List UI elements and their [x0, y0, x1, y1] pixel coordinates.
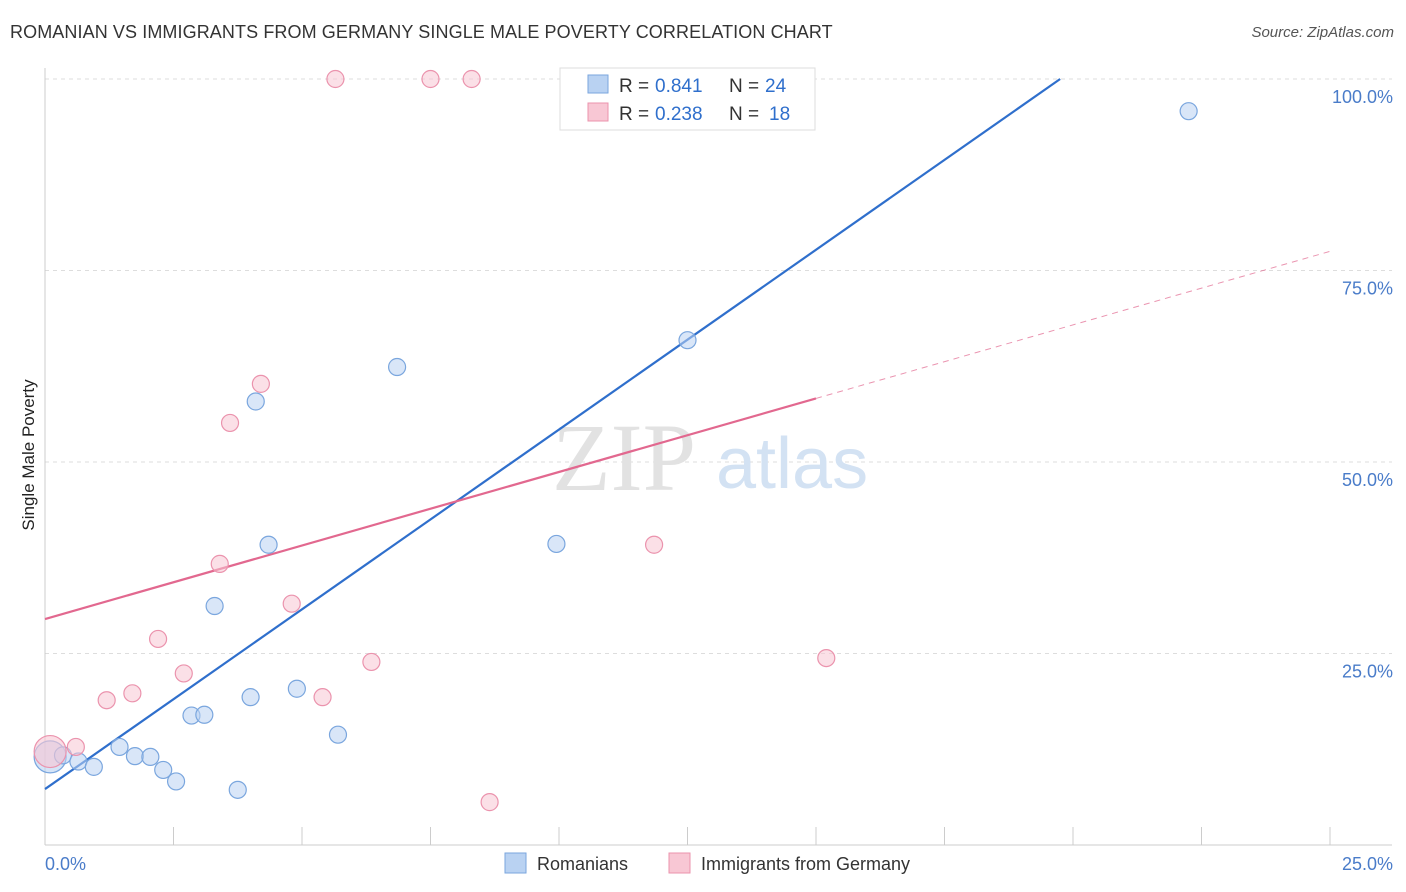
immigrants-point [326, 69, 345, 89]
immigrants-point [644, 535, 664, 554]
immigrants-point [174, 664, 193, 683]
immigrants-point [251, 374, 270, 393]
trendline-immigrants-extension [815, 250, 1331, 399]
y-tick-label: 25.0% [1342, 662, 1393, 682]
immigrants-point [210, 554, 229, 573]
legend-n-value-2: 18 [769, 104, 790, 125]
immigrants-point [480, 793, 499, 812]
immigrants-point [33, 734, 67, 769]
romanians-point [228, 780, 247, 799]
watermark: ZIP atlas [552, 404, 868, 511]
romanians-point [1179, 102, 1198, 121]
points-layer [33, 69, 1198, 812]
legend-r-label-2: R = [619, 104, 649, 125]
immigrants-point [123, 684, 142, 703]
legend-n-label-2: N = [729, 104, 759, 125]
bottom-legend-label-immigrants: Immigrants from Germany [701, 854, 910, 874]
immigrants-point [421, 69, 440, 89]
romanians-point [328, 725, 348, 744]
y-tick-label: 75.0% [1342, 279, 1393, 299]
romanians-point [246, 392, 265, 411]
romanians-point [166, 772, 186, 791]
romanians-point [547, 534, 566, 554]
x-tick-label-min: 0.0% [45, 854, 86, 874]
romanians-point [141, 747, 160, 767]
romanians-point [287, 679, 306, 698]
immigrants-point [66, 737, 85, 757]
immigrants-point [282, 594, 301, 613]
romanians-point [84, 757, 103, 776]
y-axis-title: Single Male Poverty [19, 379, 38, 531]
legend-n-value-1: 24 [765, 76, 787, 97]
source-label: Source: ZipAtlas.com [1251, 24, 1394, 41]
romanians-point [241, 688, 260, 707]
y-tick-label: 100.0% [1332, 87, 1393, 107]
trendline-romanians [44, 78, 1061, 790]
watermark-atlas-text: atlas [716, 424, 868, 504]
romanians-point [259, 535, 278, 554]
series-legend: Romanians Immigrants from Germany [504, 852, 910, 874]
y-tick-label: 50.0% [1342, 470, 1393, 490]
axis-layer: 25.0% 50.0% 75.0% 100.0% 0.0% 25.0% [44, 68, 1393, 874]
immigrants-point [362, 652, 381, 672]
immigrants-point [220, 413, 240, 433]
stats-legend: R = 0.841 N = 24 R = 0.238 N = 18 [559, 67, 816, 131]
watermark-zip-text: ZIP [552, 404, 696, 511]
romanians-point [387, 357, 407, 377]
immigrants-point [313, 688, 332, 707]
legend-r-label-1: R = [619, 76, 649, 97]
legend-n-label-1: N = [729, 76, 759, 97]
bottom-legend-label-romanians: Romanians [537, 854, 628, 874]
romanians-point [125, 747, 145, 766]
legend-swatch-romanians [587, 74, 609, 94]
bottom-legend-swatch-romanians [504, 852, 527, 874]
romanians-point [110, 737, 129, 757]
trendline-layer [44, 78, 1331, 790]
legend-r-value-2: 0.238 [655, 104, 703, 125]
trendline-immigrants [44, 397, 817, 621]
immigrants-point [97, 691, 116, 710]
immigrants-point [462, 69, 481, 89]
romanians-point [678, 331, 697, 350]
romanians-point [195, 705, 214, 724]
romanians-point [154, 760, 173, 780]
romanians-point [205, 596, 224, 616]
x-tick-label-max: 25.0% [1342, 854, 1393, 874]
immigrants-point [817, 648, 836, 668]
legend-swatch-immigrants [587, 102, 609, 122]
immigrants-point [148, 629, 168, 649]
grid-layer [45, 78, 1392, 654]
legend-r-value-1: 0.841 [655, 76, 703, 97]
bottom-legend-swatch-immigrants [668, 852, 691, 874]
chart-title: ROMANIAN VS IMMIGRANTS FROM GERMANY SING… [10, 22, 833, 42]
